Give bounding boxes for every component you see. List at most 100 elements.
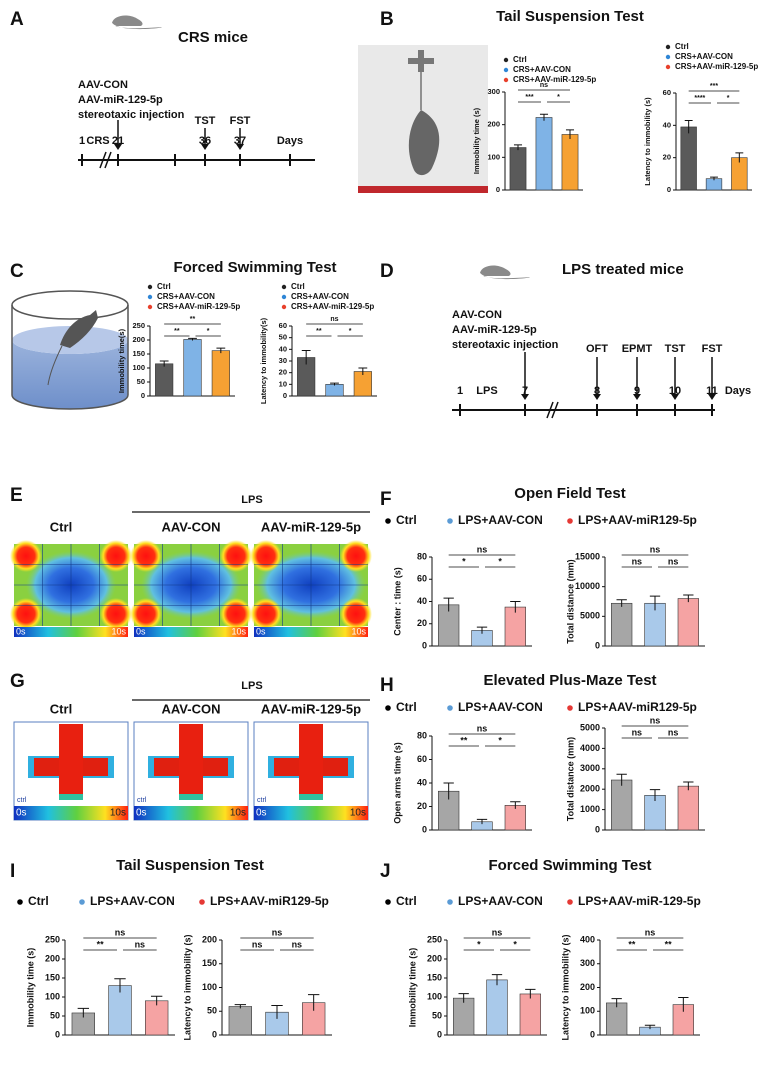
corner-label: ctrl [17, 797, 27, 804]
maze-tip [59, 794, 83, 800]
error-bar [611, 998, 622, 1008]
legend-label: Ctrl [28, 894, 49, 908]
heatmap-hot [250, 540, 282, 572]
legend-label: Ctrl [513, 55, 527, 64]
panel-title: Tail Suspension Test [116, 857, 264, 874]
legend-dot [17, 899, 23, 905]
legend-label: Ctrl [396, 513, 417, 527]
heatmap-hot [340, 540, 372, 572]
panel-title: Forced Swimming Test [488, 857, 651, 874]
y-tick-label: 250 [427, 934, 442, 944]
error-bar [77, 1007, 90, 1018]
error-bar [358, 367, 368, 375]
significance-label: ns [650, 544, 661, 554]
bar [677, 598, 699, 647]
y-tick-label: 0 [283, 391, 287, 400]
color-scale [254, 806, 368, 820]
legend-dot [447, 705, 453, 711]
phase-label: CRS [86, 135, 109, 147]
tst-hook [408, 58, 434, 64]
y-axis-label: Open arms time (s) [392, 742, 402, 824]
bar [611, 779, 633, 831]
group-name: AAV-CON [162, 701, 221, 716]
y-tick-label: 0 [141, 391, 145, 400]
y-tick-label: 100 [202, 982, 217, 992]
error-bar [330, 382, 339, 386]
timeline-title: LPS treated mice [562, 261, 684, 278]
y-tick-label: 80 [417, 730, 427, 740]
y-axis-label: Center : time (s) [392, 567, 402, 636]
legend-label: LPS+AAV-CON [458, 894, 543, 908]
maze-arm [59, 724, 83, 800]
y-axis-label: Immobility time (s) [472, 107, 481, 174]
significance-label: * [557, 94, 560, 101]
bar [561, 134, 579, 191]
y-tick-label: 3000 [580, 763, 600, 773]
error-bar [458, 993, 469, 1003]
y-tick-label: 100 [427, 991, 442, 1001]
y-tick-label: 50 [137, 377, 145, 386]
phase-label: LPS [476, 385, 497, 397]
test-label: TST [195, 115, 216, 127]
y-tick-label: 100 [45, 991, 60, 1001]
significance-label: * [477, 939, 481, 949]
legend-dot [503, 67, 509, 73]
bar [353, 371, 372, 397]
significance-label: ns [252, 939, 263, 949]
color-scale [134, 627, 248, 637]
y-tick-label: 0 [422, 824, 427, 834]
significance-label: ** [628, 939, 636, 949]
mouse-icon [112, 15, 162, 30]
panel-letter: F [380, 489, 392, 510]
significance-label: ns [650, 715, 661, 725]
y-tick-label: 2000 [580, 784, 600, 794]
y-tick-label: 200 [487, 120, 500, 129]
error-bar [510, 601, 521, 613]
legend-label: CRS+AAV-miR-129-5p [291, 302, 374, 311]
error-bar [649, 595, 661, 611]
legend-dot [281, 284, 287, 290]
legend-dot [567, 899, 573, 905]
error-bar [684, 119, 693, 134]
significance-label: ns [292, 939, 303, 949]
treatment: AAV-CON [78, 79, 128, 91]
error-bar [476, 818, 488, 825]
y-tick-label: 20 [417, 618, 427, 628]
legend-dot [665, 44, 671, 50]
timeline-title: CRS mice [178, 29, 248, 46]
y-tick-label: 100 [487, 152, 500, 161]
legend-label: LPS+AAV-miR129-5p [578, 513, 697, 527]
bar [606, 1002, 628, 1036]
heatmap-hot [130, 598, 162, 630]
legend-label: CRS+AAV-miR-129-5p [157, 302, 240, 311]
error-bar [301, 350, 311, 365]
group-name: Ctrl [50, 519, 72, 534]
y-tick-label: 100 [132, 363, 145, 372]
significance-label: ** [316, 328, 322, 335]
legend-dot [385, 705, 391, 711]
y-tick-label: 80 [417, 551, 427, 561]
unit-label: Days [725, 385, 751, 397]
color-scale [14, 627, 128, 637]
error-bar [159, 360, 169, 367]
y-tick-label: 20 [417, 801, 427, 811]
error-bar [683, 781, 694, 791]
scale-label: 10s [111, 626, 126, 636]
error-bar [649, 789, 661, 802]
y-tick-label: 10 [279, 379, 287, 388]
color-scale [14, 806, 128, 820]
error-bar [513, 144, 523, 151]
scale-label: 10s [351, 626, 366, 636]
y-tick-label: 250 [132, 321, 145, 330]
y-tick-label: 20 [663, 153, 671, 162]
bar [325, 384, 344, 397]
color-scale [134, 806, 248, 820]
legend-label: CRS+AAV-CON [291, 292, 349, 301]
day-label: 1 [79, 135, 85, 147]
y-tick-label: 150 [45, 972, 60, 982]
error-bar [539, 113, 549, 121]
legend-label: CRS+AAV-CON [675, 52, 733, 61]
y-axis-label: Latency to immobility (s) [560, 934, 570, 1040]
bar [183, 339, 202, 397]
